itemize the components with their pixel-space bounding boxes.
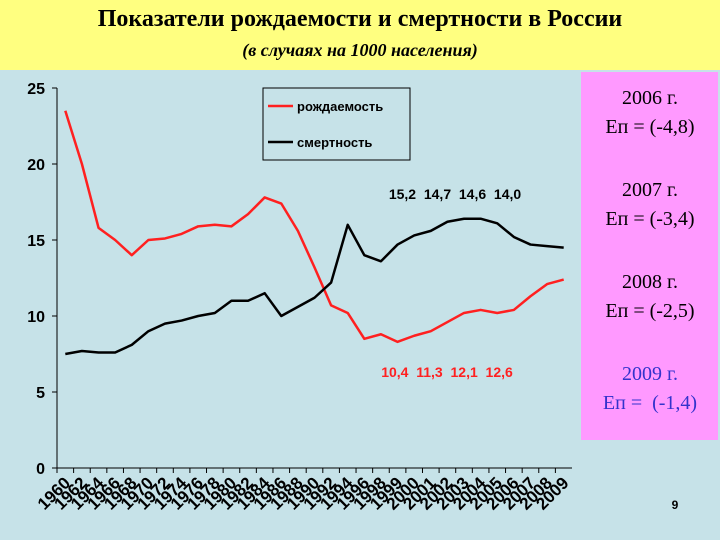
- y-tick-label: 15: [27, 233, 45, 250]
- panel-formula: Еп = (-4,8): [605, 116, 694, 138]
- y-tick-label: 0: [36, 461, 45, 478]
- panel-year: 2006 г.: [622, 87, 678, 109]
- y-tick-label: 10: [27, 309, 45, 326]
- legend-label: рождаемость: [297, 99, 383, 114]
- data-line: [64, 110, 565, 344]
- chart-subtitle: (в случаях на 1000 населения): [242, 40, 478, 61]
- data-line: [65, 217, 564, 356]
- panel-year: 2009 г.: [622, 363, 678, 385]
- legend-label: смертность: [297, 135, 372, 150]
- chart-title: Показатели рождаемости и смертности в Ро…: [98, 6, 623, 32]
- panel-year: 2007 г.: [622, 179, 678, 201]
- title-banner: [0, 0, 720, 70]
- annotation: 15,2 14,7 14,6 14,0: [389, 186, 522, 202]
- page-number: 9: [672, 498, 679, 512]
- legend-box: [262, 87, 411, 161]
- y-tick-label: 20: [27, 157, 45, 174]
- y-tick-label: 5: [36, 385, 45, 402]
- annotation: 10,4 11,3 12,1 12,6: [381, 364, 513, 380]
- panel-formula: Еп = (-2,5): [605, 300, 694, 322]
- y-tick-label: 25: [27, 81, 45, 98]
- panel-year: 2008 г.: [622, 271, 678, 293]
- panel-formula: Еп = (-1,4): [603, 392, 697, 414]
- panel-formula: Еп = (-3,4): [605, 208, 694, 230]
- info-panel: [581, 72, 718, 440]
